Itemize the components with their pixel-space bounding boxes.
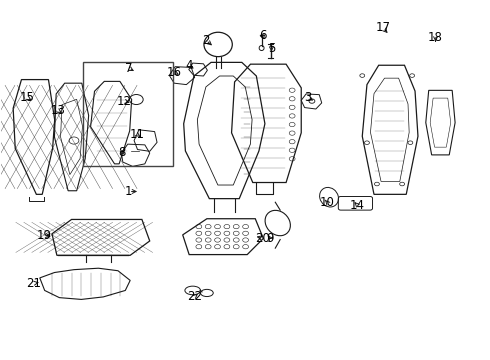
Text: 4: 4 <box>185 59 193 72</box>
Text: 22: 22 <box>187 291 202 303</box>
Text: 5: 5 <box>268 41 275 54</box>
Text: 19: 19 <box>37 229 52 242</box>
Text: 6: 6 <box>259 29 267 42</box>
Text: 7: 7 <box>125 62 132 75</box>
Text: 20: 20 <box>255 231 270 244</box>
Text: 8: 8 <box>118 146 125 159</box>
Text: 12: 12 <box>116 95 131 108</box>
Text: 10: 10 <box>319 196 335 209</box>
Text: 1: 1 <box>125 185 132 198</box>
Text: 13: 13 <box>50 104 65 117</box>
Text: 18: 18 <box>428 31 443 45</box>
Text: 21: 21 <box>26 277 42 290</box>
Text: 2: 2 <box>202 33 210 47</box>
Text: 3: 3 <box>304 91 311 104</box>
Text: 17: 17 <box>375 22 391 35</box>
Text: 16: 16 <box>167 66 182 79</box>
Text: 14: 14 <box>350 199 365 212</box>
Circle shape <box>309 99 315 103</box>
Text: 9: 9 <box>267 232 274 245</box>
Text: 11: 11 <box>130 128 145 141</box>
Text: 15: 15 <box>20 91 34 104</box>
Bar <box>83 62 173 166</box>
